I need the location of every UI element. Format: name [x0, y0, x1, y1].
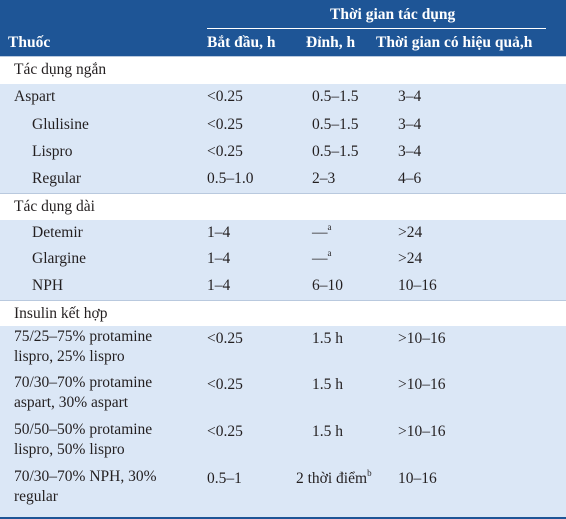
onset-value: <0.25 [207, 143, 243, 160]
drug-name: NPH [32, 277, 64, 294]
drug-name: 70/30–70% protamine aspart, 30% aspart [14, 374, 153, 411]
onset-value: 1–4 [207, 224, 231, 241]
footnote-marker: a [327, 247, 332, 258]
drug-name: Detemir [32, 224, 83, 241]
onset-value: <0.25 [207, 88, 243, 105]
table-row: Aspart <0.25 0.5–1.5 3–4 [0, 84, 566, 112]
table-header: Thời gian tác dụng Thuốc Bắt đầu, h Đỉnh… [0, 0, 566, 56]
duration-value: >24 [398, 224, 423, 241]
onset-value: 0.5–1.0 [207, 170, 254, 187]
onset-value: 1–4 [207, 277, 231, 294]
table-row: 50/50–50% protamine lispro, 50% lispro <0… [0, 419, 566, 466]
peak-value: 2–3 [312, 170, 336, 187]
drug-name: Glulisine [32, 116, 89, 133]
table-row: NPH 1–4 6–10 10–16 [0, 273, 566, 300]
peak-value: 6–10 [312, 277, 343, 294]
onset-value: 0.5–1 [207, 470, 242, 487]
peak-value: 0.5–1.5 [312, 88, 359, 105]
section-row-short: Tác dụng ngắn [0, 56, 566, 84]
drug-name: 50/50–50% protamine lispro, 50% lispro [14, 421, 153, 458]
duration-value: 10–16 [398, 470, 437, 487]
col-onset: Bắt đầu, h [207, 34, 276, 51]
onset-value: <0.25 [207, 376, 243, 393]
peak-value: —a [312, 221, 332, 241]
section-label: Tác dụng ngắn [14, 61, 107, 78]
duration-value: >10–16 [398, 423, 446, 440]
drug-name: 70/30–70% NPH, 30% regular [14, 468, 157, 505]
table-row: Glulisine <0.25 0.5–1.5 3–4 [0, 112, 566, 139]
onset-value: <0.25 [207, 330, 243, 347]
section-row-long: Tác dụng dài [0, 193, 566, 220]
table-row: Regular 0.5–1.0 2–3 4–6 [0, 166, 566, 193]
drug-name: Lispro [32, 143, 73, 160]
section-row-mixed: Insulin kết hợp [0, 300, 566, 327]
table-row: Detemir 1–4 —a >24 [0, 220, 566, 246]
section-label: Insulin kết hợp [14, 305, 108, 322]
table-row: 70/30–70% NPH, 30% regular 0.5–1 2 thời đ… [0, 466, 566, 517]
peak-value: 0.5–1.5 [312, 116, 359, 133]
duration-value: >24 [398, 250, 423, 267]
drug-name: Aspart [14, 88, 56, 105]
col-peak: Đỉnh, h [306, 34, 356, 51]
section-label: Tác dụng dài [14, 198, 95, 215]
duration-value: >10–16 [398, 376, 446, 393]
peak-value: 2 thời điểmb [296, 467, 372, 487]
onset-value: 1–4 [207, 250, 231, 267]
drug-name: Regular [32, 170, 82, 187]
footnote-marker: b [367, 467, 372, 478]
col-drug: Thuốc [8, 34, 51, 51]
table-row: Glargine 1–4 —a >24 [0, 246, 566, 273]
peak-value: 1.5 h [312, 423, 343, 440]
duration-value: 4–6 [398, 170, 422, 187]
duration-value: 3–4 [398, 143, 422, 160]
col-duration: Thời gian có hiệu quả,h [376, 34, 533, 51]
onset-value: <0.25 [207, 116, 243, 133]
bottom-rule [0, 517, 566, 519]
group-title: Thời gian tác dụng [330, 6, 456, 23]
group-rule [207, 28, 546, 29]
drug-name: 75/25–75% protamine lispro, 25% lispro [14, 328, 153, 365]
onset-value: <0.25 [207, 423, 243, 440]
duration-value: >10–16 [398, 330, 446, 347]
peak-value: —a [312, 247, 332, 267]
table-row: 70/30–70% protamine aspart, 30% aspart <0… [0, 372, 566, 419]
peak-value: 1.5 h [312, 330, 343, 347]
drug-name: Glargine [32, 250, 86, 267]
table-row: 75/25–75% protamine lispro, 25% lispro <0… [0, 326, 566, 372]
duration-value: 3–4 [398, 88, 422, 105]
duration-value: 10–16 [398, 277, 437, 294]
peak-value: 0.5–1.5 [312, 143, 359, 160]
footnote-marker: a [327, 221, 332, 232]
peak-value: 1.5 h [312, 376, 343, 393]
table-row: Lispro <0.25 0.5–1.5 3–4 [0, 139, 566, 166]
duration-value: 3–4 [398, 116, 422, 133]
